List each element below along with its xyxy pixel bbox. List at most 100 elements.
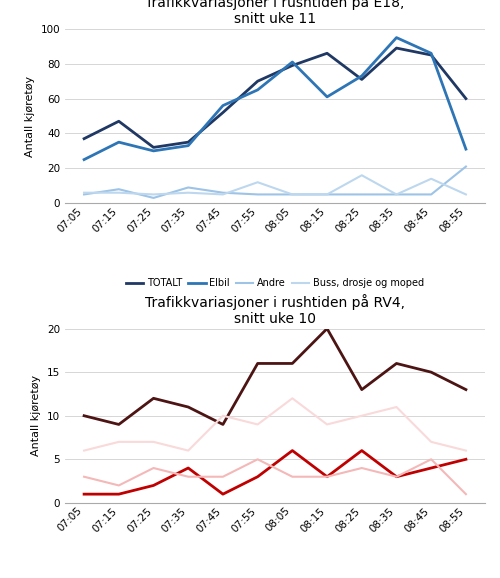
Buss, drosje og moped — [81, 447, 87, 454]
Elbil — [254, 87, 260, 94]
Andre — [254, 191, 260, 198]
TOTALT — [254, 77, 260, 84]
Buss, drosje og moped — [324, 191, 330, 198]
Andre — [428, 191, 434, 198]
Buss, drosje og moped — [254, 179, 260, 186]
Line: Buss, drosje og moped: Buss, drosje og moped — [84, 175, 466, 194]
TOTALT — [220, 109, 226, 116]
Legend: TOTALT, Elbil, Andre, Buss, drosje og moped: TOTALT, Elbil, Andre, Buss, drosje og mo… — [122, 274, 428, 292]
Elbil — [116, 139, 122, 146]
Buss, drosje og moped — [220, 412, 226, 419]
Andre — [394, 191, 400, 198]
Elbil — [220, 491, 226, 498]
Andre — [463, 163, 469, 170]
Elbil — [428, 465, 434, 472]
Buss, drosje og moped — [150, 438, 156, 445]
Buss, drosje og moped — [428, 175, 434, 182]
TOTALT — [290, 62, 296, 69]
Elbil — [185, 142, 191, 149]
Buss, drosje og moped — [359, 412, 365, 419]
Andre — [116, 186, 122, 192]
TOTALT — [150, 395, 156, 402]
Elbil — [359, 72, 365, 79]
TOTALT — [394, 45, 400, 51]
Andre — [220, 473, 226, 480]
TOTALT — [394, 360, 400, 367]
Andre — [81, 191, 87, 198]
TOTALT — [116, 421, 122, 428]
Line: Elbil: Elbil — [84, 451, 466, 494]
Y-axis label: Antall kjøretøy: Antall kjøretøy — [32, 375, 42, 456]
Elbil — [290, 58, 296, 65]
Elbil — [150, 482, 156, 489]
Elbil — [463, 456, 469, 463]
TOTALT — [324, 325, 330, 332]
Buss, drosje og moped — [428, 438, 434, 445]
Elbil — [150, 147, 156, 154]
TOTALT — [359, 76, 365, 83]
Buss, drosje og moped — [290, 191, 296, 198]
TOTALT — [324, 50, 330, 57]
TOTALT — [359, 386, 365, 393]
Buss, drosje og moped — [220, 191, 226, 198]
TOTALT — [150, 144, 156, 151]
Line: TOTALT: TOTALT — [84, 329, 466, 424]
TOTALT — [116, 118, 122, 125]
Line: Buss, drosje og moped: Buss, drosje og moped — [84, 398, 466, 451]
TOTALT — [81, 135, 87, 142]
Buss, drosje og moped — [463, 447, 469, 454]
Elbil — [81, 156, 87, 163]
Buss, drosje og moped — [394, 403, 400, 410]
Buss, drosje og moped — [81, 189, 87, 196]
Andre — [394, 473, 400, 480]
Legend: TOTALT, Elbil, Andre, Buss, drosje og moped: TOTALT, Elbil, Andre, Buss, drosje og mo… — [122, 574, 428, 578]
Line: Andre: Andre — [84, 460, 466, 494]
Buss, drosje og moped — [324, 421, 330, 428]
Y-axis label: Antall kjøretøy: Antall kjøretøy — [25, 76, 35, 157]
Andre — [290, 191, 296, 198]
Line: Elbil: Elbil — [84, 38, 466, 160]
Buss, drosje og moped — [185, 447, 191, 454]
Line: TOTALT: TOTALT — [84, 48, 466, 147]
TOTALT — [428, 51, 434, 58]
Andre — [428, 456, 434, 463]
Andre — [150, 194, 156, 201]
Andre — [185, 473, 191, 480]
Andre — [324, 191, 330, 198]
Buss, drosje og moped — [359, 172, 365, 179]
Andre — [290, 473, 296, 480]
Buss, drosje og moped — [185, 189, 191, 196]
Buss, drosje og moped — [150, 191, 156, 198]
TOTALT — [254, 360, 260, 367]
Elbil — [324, 473, 330, 480]
Buss, drosje og moped — [290, 395, 296, 402]
Elbil — [254, 473, 260, 480]
Andre — [359, 465, 365, 472]
Elbil — [428, 50, 434, 57]
Title: Trafikkvariasjoner i rushtiden på RV4,
snitt uke 10: Trafikkvariasjoner i rushtiden på RV4, s… — [145, 294, 405, 326]
Andre — [116, 482, 122, 489]
Andre — [324, 473, 330, 480]
Elbil — [220, 102, 226, 109]
Title: Trafikkvariasjoner i rushtiden på E18,
snitt uke 11: Trafikkvariasjoner i rushtiden på E18, s… — [146, 0, 404, 27]
Buss, drosje og moped — [254, 421, 260, 428]
TOTALT — [81, 412, 87, 419]
Elbil — [185, 465, 191, 472]
Elbil — [394, 34, 400, 41]
TOTALT — [428, 369, 434, 376]
TOTALT — [463, 386, 469, 393]
Andre — [359, 191, 365, 198]
Line: Andre: Andre — [84, 166, 466, 198]
Andre — [150, 465, 156, 472]
TOTALT — [463, 95, 469, 102]
Buss, drosje og moped — [116, 438, 122, 445]
Elbil — [463, 146, 469, 153]
Elbil — [324, 94, 330, 101]
Andre — [463, 491, 469, 498]
Elbil — [81, 491, 87, 498]
Buss, drosje og moped — [463, 191, 469, 198]
Buss, drosje og moped — [394, 191, 400, 198]
Elbil — [290, 447, 296, 454]
Andre — [81, 473, 87, 480]
Elbil — [359, 447, 365, 454]
